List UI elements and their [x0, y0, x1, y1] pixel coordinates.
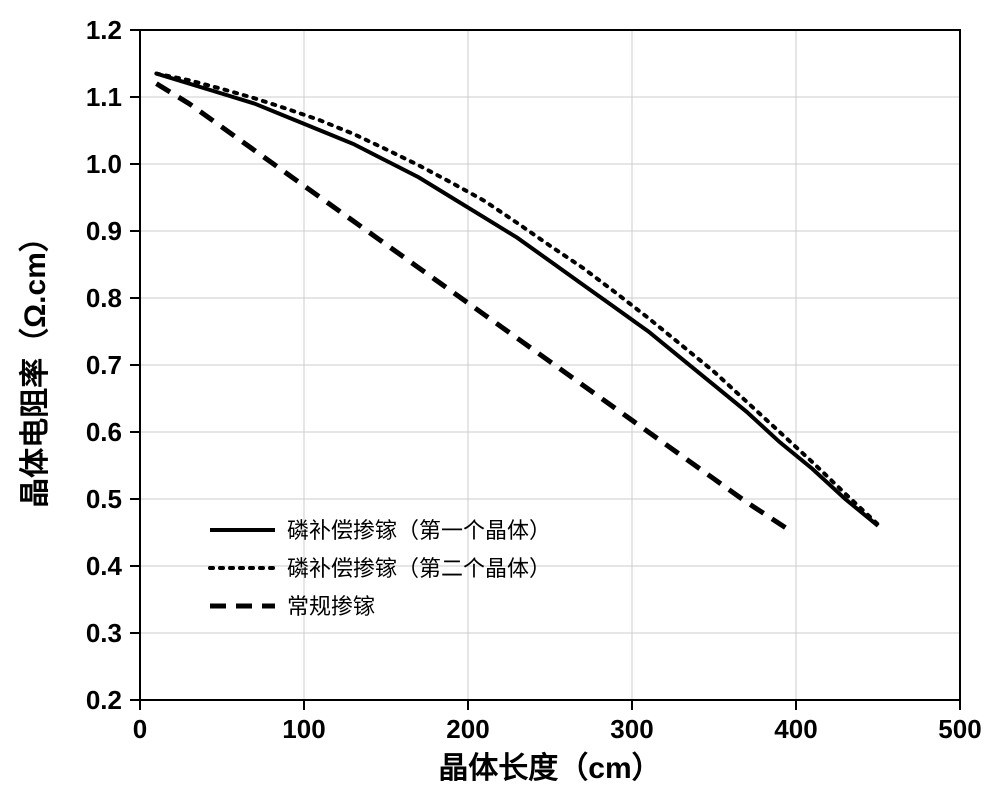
y-tick-label: 1.0 — [86, 149, 122, 179]
x-tick-label: 500 — [938, 714, 981, 744]
x-tick-label: 200 — [446, 714, 489, 744]
x-tick-label: 0 — [133, 714, 147, 744]
legend-label-1: 磷补偿掺镓（第二个晶体） — [287, 556, 551, 581]
y-tick-label: 1.2 — [86, 15, 122, 45]
y-tick-label: 0.8 — [86, 283, 122, 313]
chart-svg: 0 100 200 300 400 500 0.2 0.3 0.4 0.5 0.6 0.7 0.8 0.9… — [0, 0, 1000, 791]
x-tick-label: 300 — [610, 714, 653, 744]
y-tick-label: 1.1 — [86, 82, 122, 112]
x-tick-label: 100 — [282, 714, 325, 744]
series-line-1 — [156, 74, 878, 525]
y-tick-label: 0.5 — [86, 484, 122, 514]
x-axis-label: 晶体长度（cm） — [438, 751, 661, 785]
y-tick-label: 0.3 — [86, 618, 122, 648]
y-axis-label: 晶体电阻率（Ω.cm） — [18, 222, 52, 508]
x-tick-label: 400 — [774, 714, 817, 744]
y-tick-label: 0.9 — [86, 216, 122, 246]
y-tick-label: 0.7 — [86, 350, 122, 380]
series-line-2 — [156, 84, 787, 530]
y-tick-label: 0.2 — [86, 685, 122, 715]
legend-label-0: 磷补偿掺镓（第一个晶体） — [287, 518, 551, 543]
y-tick-label: 0.4 — [86, 551, 123, 581]
series-line-0 — [156, 74, 878, 526]
legend-label-2: 常规掺镓 — [287, 594, 375, 619]
chart-container: 0 100 200 300 400 500 0.2 0.3 0.4 0.5 0.6 0.7 0.8 0.9… — [0, 0, 1000, 791]
y-tick-label: 0.6 — [86, 417, 122, 447]
